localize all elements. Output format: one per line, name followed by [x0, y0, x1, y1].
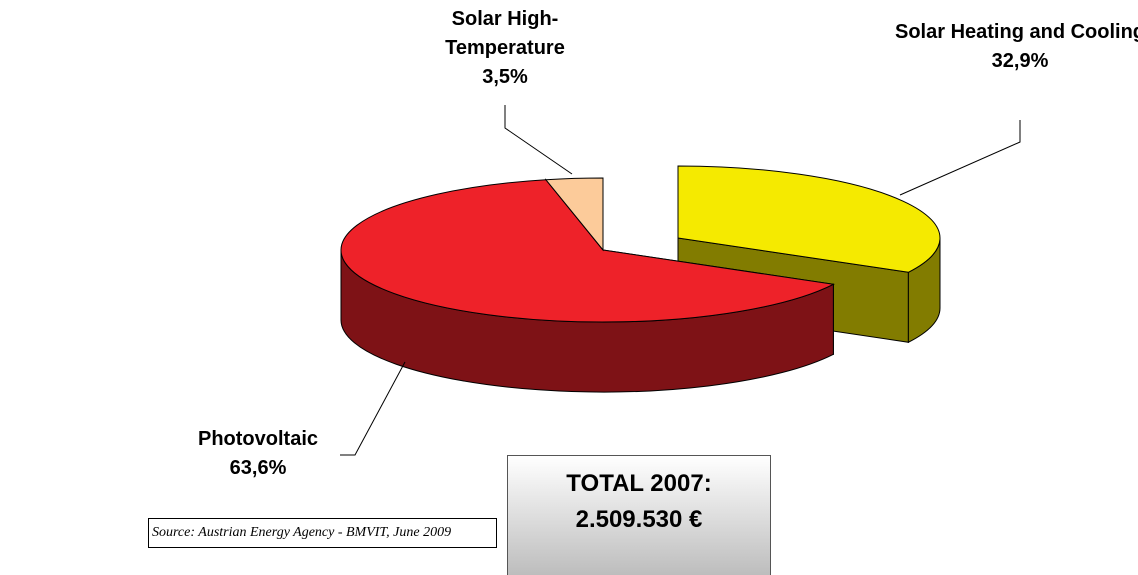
source-note: Source: Austrian Energy Agency - BMVIT, … — [148, 518, 497, 548]
slice-label: Photovoltaic 63,6% — [158, 425, 358, 483]
leader-line — [340, 361, 406, 456]
slice — [677, 165, 941, 273]
category-name: Solar High-Temperature — [445, 8, 565, 59]
leader-line — [899, 120, 1021, 196]
leader-line — [504, 105, 573, 175]
slice — [544, 177, 604, 252]
total-value: 2.509.530 € — [575, 506, 703, 533]
value-label: 63,6% — [229, 457, 287, 479]
slice-label: Solar High-Temperature 3,5% — [430, 5, 580, 92]
slice — [340, 179, 836, 323]
value-label: 32,9% — [991, 50, 1049, 72]
category-name: Solar Heating and Cooling — [895, 21, 1138, 43]
category-name: Photovoltaic — [197, 428, 318, 450]
value-label: 3,5% — [482, 66, 528, 88]
total-label: TOTAL 2007: — [566, 470, 712, 497]
total-box: TOTAL 2007: 2.509.530 € — [507, 455, 771, 575]
slice-label: Solar Heating and Cooling 32,9% — [895, 18, 1138, 76]
